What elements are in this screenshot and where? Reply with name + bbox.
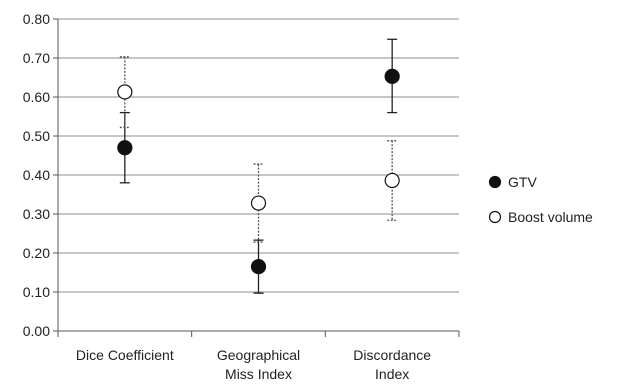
x-tick-label: Geographical (217, 347, 300, 363)
data-points (117, 68, 400, 275)
legend-marker-filled (488, 175, 502, 189)
y-tick-label: 0.20 (23, 245, 50, 261)
y-axis-ticks: 0.00 0.10 0.20 0.30 0.40 0.50 0.60 0.70 0.80 (23, 11, 58, 339)
error-bars (119, 38, 398, 294)
legend-marker-open (488, 210, 502, 224)
y-tick-label: 0.00 (23, 323, 50, 339)
y-tick-label: 0.30 (23, 206, 50, 222)
y-tick-label: 0.60 (23, 89, 50, 105)
legend: GTV Boost volume (488, 174, 593, 225)
x-tick-label: Miss Index (225, 366, 292, 382)
legend-label: GTV (508, 174, 537, 190)
point-filled (117, 140, 133, 156)
legend-label: Boost volume (508, 209, 593, 225)
y-tick-label: 0.70 (23, 50, 50, 66)
point-open (117, 84, 133, 100)
y-tick-label: 0.10 (23, 284, 50, 300)
x-axis-labels: Dice Coefficient Geographical Miss Index Di… (76, 347, 431, 382)
y-tick-label: 0.40 (23, 167, 50, 183)
x-tick-label: Index (375, 366, 409, 382)
x-tick-label: Dice Coefficient (76, 347, 174, 363)
point-filled (384, 68, 400, 84)
point-open (384, 172, 400, 189)
point-open (250, 195, 267, 211)
x-tick-label: Discordance (353, 347, 431, 363)
y-tick-label: 0.80 (23, 11, 50, 27)
y-tick-label: 0.50 (23, 128, 50, 144)
point-filled (250, 259, 267, 275)
axes (57, 19, 460, 337)
